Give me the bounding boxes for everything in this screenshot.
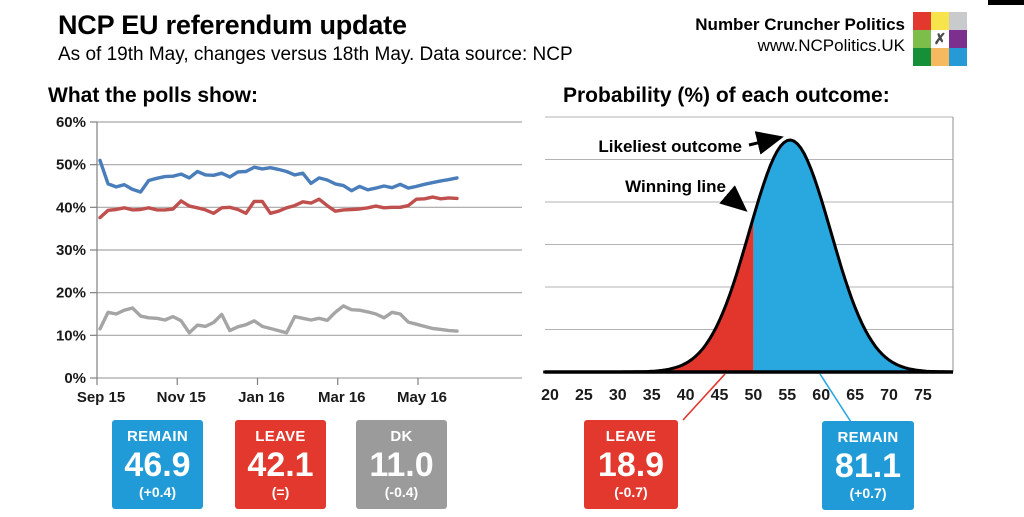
x-axis-label: May 16 [397,389,447,406]
poll-tracker-chart: 60% 50% 40% 30% 20% 10% 0% Sep 15 Nov 15 Jan 16 Ma… [56,114,522,406]
likeliest-outcome-arrow-icon [748,131,784,155]
card-value: 42.1 [247,445,314,484]
y-axis-label: 0% [64,370,86,387]
card-value: 81.1 [834,446,902,485]
poll-card-remain: REMAIN 46.9 (+0.4) [112,420,203,509]
poll-card-leave: LEAVE 42.1 (=) [235,420,326,509]
logo-cell [931,48,949,66]
card-change: (+0.7) [849,485,887,501]
card-label: LEAVE [255,428,306,445]
x-axis-label: 20 [541,387,559,404]
remain-leader-line [819,373,852,423]
y-axis-label: 10% [56,327,86,344]
probability-section-heading: Probability (%) of each outcome: [563,84,890,107]
poll-line-dk [98,304,459,335]
page-subtitle: As of 19th May, changes versus 18th May.… [58,44,573,65]
x-axis-label: Sep 15 [77,389,125,406]
logo-cell [949,30,967,48]
logo-cell [949,12,967,30]
screen-corner-artifact [988,0,1024,5]
logo-cell [913,30,931,48]
leave-leader-line [682,373,726,421]
card-change: (-0.7) [614,484,648,500]
card-change: (-0.4) [384,484,419,500]
x-axis-label: 35 [643,387,661,404]
x-axis-label: Nov 15 [157,389,206,406]
x-axis-label: Jan 16 [238,389,285,406]
polls-section-heading: What the polls show: [48,84,258,107]
poll-card-dk: DK 11.0 (-0.4) [356,420,447,509]
probability-distribution-chart: 20 25 30 35 40 45 50 55 60 65 70 75 Likeliest outco… [541,116,954,423]
x-axis-label: 60 [812,387,830,404]
winning-line-arrow-icon [719,185,748,212]
logo-x-mark-icon: ✗ [933,31,947,48]
y-axis-label: 40% [56,199,86,216]
y-axis-label: 50% [56,157,86,174]
brand-url: www.NCPolitics.UK [757,36,905,56]
y-axis-label: 60% [56,114,86,131]
poll-plot-area: 60% 50% 40% 30% 20% 10% 0% Sep 15 Nov 15 Jan 16 Ma… [56,114,522,406]
card-label: REMAIN [127,428,188,445]
probability-plot-area: 20 25 30 35 40 45 50 55 60 65 70 75 [541,116,954,423]
logo-cell [913,12,931,30]
brand-block: Number Cruncher Politics www.NCPolitics.… [695,14,905,57]
card-change: (=) [271,484,290,500]
probability-card-remain: REMAIN 81.1 (+0.7) [822,421,914,510]
x-axis-label: 50 [745,387,763,404]
poll-line-remain [98,158,459,194]
card-label: REMAIN [837,429,899,446]
brand-name: Number Cruncher Politics [695,15,905,34]
winning-line-label: Winning line [625,177,726,196]
x-axis-label: 45 [711,387,729,404]
x-axis-label: 40 [677,387,695,404]
logo-cell: ✗ [931,30,949,48]
brand-logo-icon: ✗ [913,12,967,66]
remain-probability-area [753,140,953,372]
x-axis-label: 70 [880,387,898,404]
x-axis-label: 25 [575,387,593,404]
likeliest-outcome-label: Likeliest outcome [598,137,742,156]
y-axis-label: 30% [56,242,86,259]
card-value: 18.9 [597,445,665,484]
probability-card-leave: LEAVE 18.9 (-0.7) [584,420,678,509]
x-axis-label: 75 [914,387,932,404]
card-label: DK [390,428,413,445]
logo-cell [949,48,967,66]
x-axis-label: Mar 16 [318,389,366,406]
poll-line-leave [98,195,459,220]
probability-annotations: Likeliest outcome Winning line [598,131,784,212]
card-value: 11.0 [369,445,434,484]
logo-cell [931,12,949,30]
x-axis-label: 65 [846,387,864,404]
card-value: 46.9 [124,445,191,484]
card-change: (+0.4) [139,484,176,500]
logo-cell [913,48,931,66]
x-axis-label: 55 [778,387,796,404]
x-axis-label: 30 [609,387,627,404]
card-label: LEAVE [605,428,657,445]
y-axis-label: 20% [56,285,86,302]
page-title: NCP EU referendum update [58,10,407,40]
leave-probability-area [543,217,754,372]
